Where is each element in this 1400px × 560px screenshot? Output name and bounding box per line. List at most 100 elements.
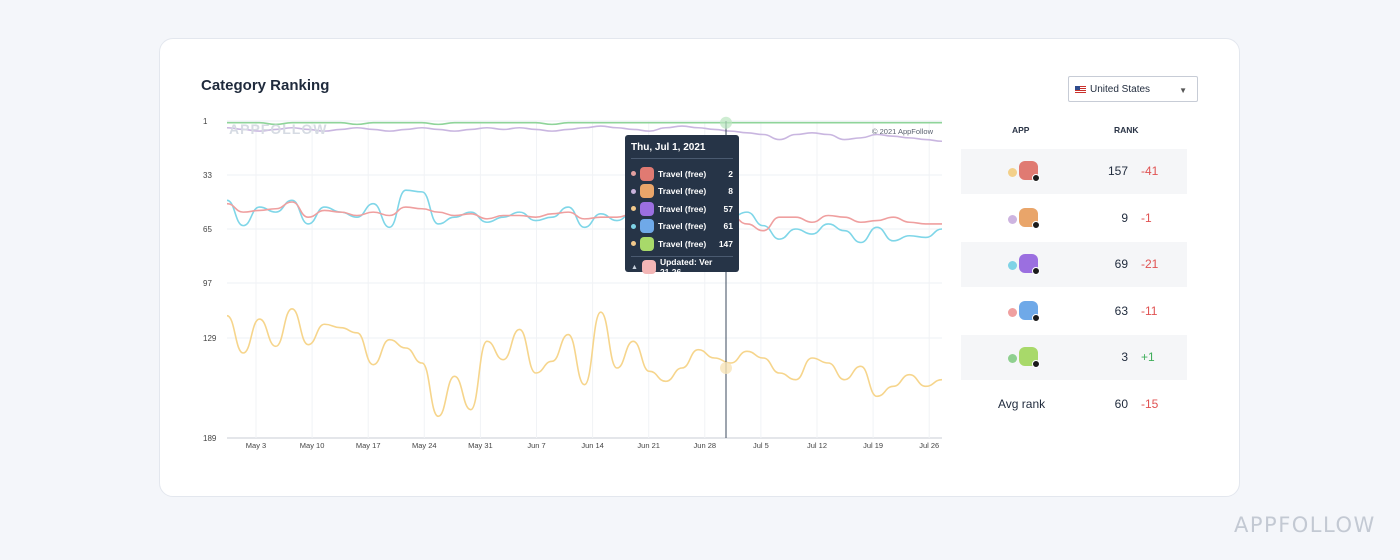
y-tick-label: 189 [203,434,217,443]
series-line [226,121,943,126]
table-row[interactable]: 3 +1 [961,335,1187,380]
series-dot [1008,261,1017,270]
tooltip-rank-value: 57 [723,203,733,214]
app-icon [1019,300,1040,322]
rank-change: -1 [1141,210,1152,225]
app-icon [641,260,656,275]
tooltip-row: Travel (free) 2 [631,165,733,183]
page-title: Category Ranking [201,77,330,94]
column-header-rank: RANK [1114,125,1139,135]
series-dot [631,223,636,229]
tooltip-app-name: Travel (free) [658,168,707,179]
tooltip-row: Travel (free) 147 [631,235,733,253]
chart-watermark: APPFOLLOW [229,121,328,137]
tooltip-updated: Updated: Ver 21.26 [659,257,713,278]
series-line [226,307,943,418]
rank-change: -11 [1141,303,1158,318]
x-tick-label: Jul 12 [807,441,827,450]
app-icon [1019,254,1040,275]
ranking-chart-svg[interactable]: 1 33 65 97 129 189 May 3 May 10 May 17 May 24 May … [200,111,945,461]
x-tick-label: May 10 [300,441,325,450]
series-line [226,201,942,232]
rank-value: 69 [1114,257,1128,271]
tooltip-updated-row: ▲ Updated: Ver 21.26 [631,257,733,278]
x-tick-label: Jul 19 [863,441,883,450]
series-dot [631,188,636,194]
tooltip-divider [631,255,733,257]
series-dot [1008,354,1017,363]
app-icon [1019,207,1040,229]
category-ranking-card: Category Ranking United States ▼ 1 33 65 97… [159,38,1240,497]
rank-value: 9 [1121,210,1128,225]
x-tick-label: Jun 21 [637,441,660,450]
rank-value: 3 [1121,350,1128,364]
highlight-point [720,362,732,374]
rank-value: 63 [1114,303,1128,318]
rank-change: -21 [1141,257,1159,271]
tooltip-row: Travel (free) 8 [631,183,733,201]
x-tick-label: Jul 26 [919,441,939,450]
series-line [226,125,943,143]
series-dot [631,206,636,212]
tooltip-rank-value: 147 [718,238,733,249]
country-select[interactable]: United States ▼ [1068,76,1198,102]
triangle-icon: ▲ [631,263,638,271]
chart-copyright: © 2021 AppFollow [872,127,933,136]
rank-change: -41 [1141,164,1159,178]
table-row[interactable]: 9 -1 [961,196,1187,241]
series-dot [1008,307,1017,317]
avg-rank-change: -15 [1141,396,1159,411]
app-icon [640,201,654,216]
tooltip-app-name: Travel (free) [658,221,707,232]
chart-tooltip: Thu, Jul 1, 2021 Travel (free) 2 Travel (f… [625,135,739,277]
x-tick-label: May 17 [356,441,381,450]
y-tick-label: 129 [203,334,217,343]
highlight-point [720,116,732,129]
table-row[interactable]: 69 -21 [961,242,1187,287]
app-icon [640,166,654,181]
app-icon [1019,161,1040,182]
y-tick-label: 97 [203,279,212,288]
tooltip-rank-value: 2 [728,168,733,179]
ranking-chart[interactable]: 1 33 65 97 129 189 May 3 May 10 May 17 May 24 May … [200,111,945,461]
x-tick-label: Jul 5 [753,441,769,450]
app-icon [640,184,654,199]
x-tick-label: May 31 [468,441,493,450]
app-icon [640,219,654,234]
app-icon [1019,347,1040,368]
series-dot [631,171,636,177]
y-tick-label: 1 [203,117,208,126]
tooltip-rank-value: 61 [723,221,733,232]
x-tick-label: May 3 [246,441,266,450]
tooltip-row: Travel (free) 61 [631,218,733,236]
series-dot [1008,168,1017,177]
x-tick-label: Jun 7 [527,441,545,450]
table-row[interactable]: 63 -11 [961,289,1187,334]
x-tick-label: Jun 14 [581,441,604,450]
us-flag-icon [1075,85,1086,93]
tooltip-app-name: Travel (free) [658,186,707,197]
x-tick-label: May 24 [412,441,437,450]
tooltip-rank-value: 8 [728,186,733,197]
tooltip-date: Thu, Jul 1, 2021 [631,142,733,159]
series-dot [631,241,636,247]
appfollow-watermark: APPFOLLOW [1234,513,1376,537]
table-row[interactable]: 157 -41 [961,149,1187,194]
tooltip-app-name: Travel (free) [658,203,707,214]
tooltip-app-name: Travel (free) [658,238,707,249]
y-tick-label: 65 [203,225,212,234]
chevron-down-icon: ▼ [1179,86,1187,95]
column-header-app: APP [1012,125,1030,135]
avg-rank-value: 60 [1114,396,1128,411]
x-tick-label: Jun 28 [694,441,717,450]
country-select-value: United States [1090,83,1151,95]
tooltip-row: Travel (free) 57 [631,200,733,218]
tooltip-rows: Travel (free) 2 Travel (free) 8 Travel (free… [631,165,733,253]
y-tick-label: 33 [203,171,212,180]
avg-rank-row: Avg rank 60 -15 [961,382,1187,427]
avg-rank-label: Avg rank [998,396,1046,411]
rank-value: 157 [1107,164,1128,178]
rank-change: +1 [1141,350,1155,364]
app-icon [640,236,654,251]
series-dot [1008,214,1017,224]
